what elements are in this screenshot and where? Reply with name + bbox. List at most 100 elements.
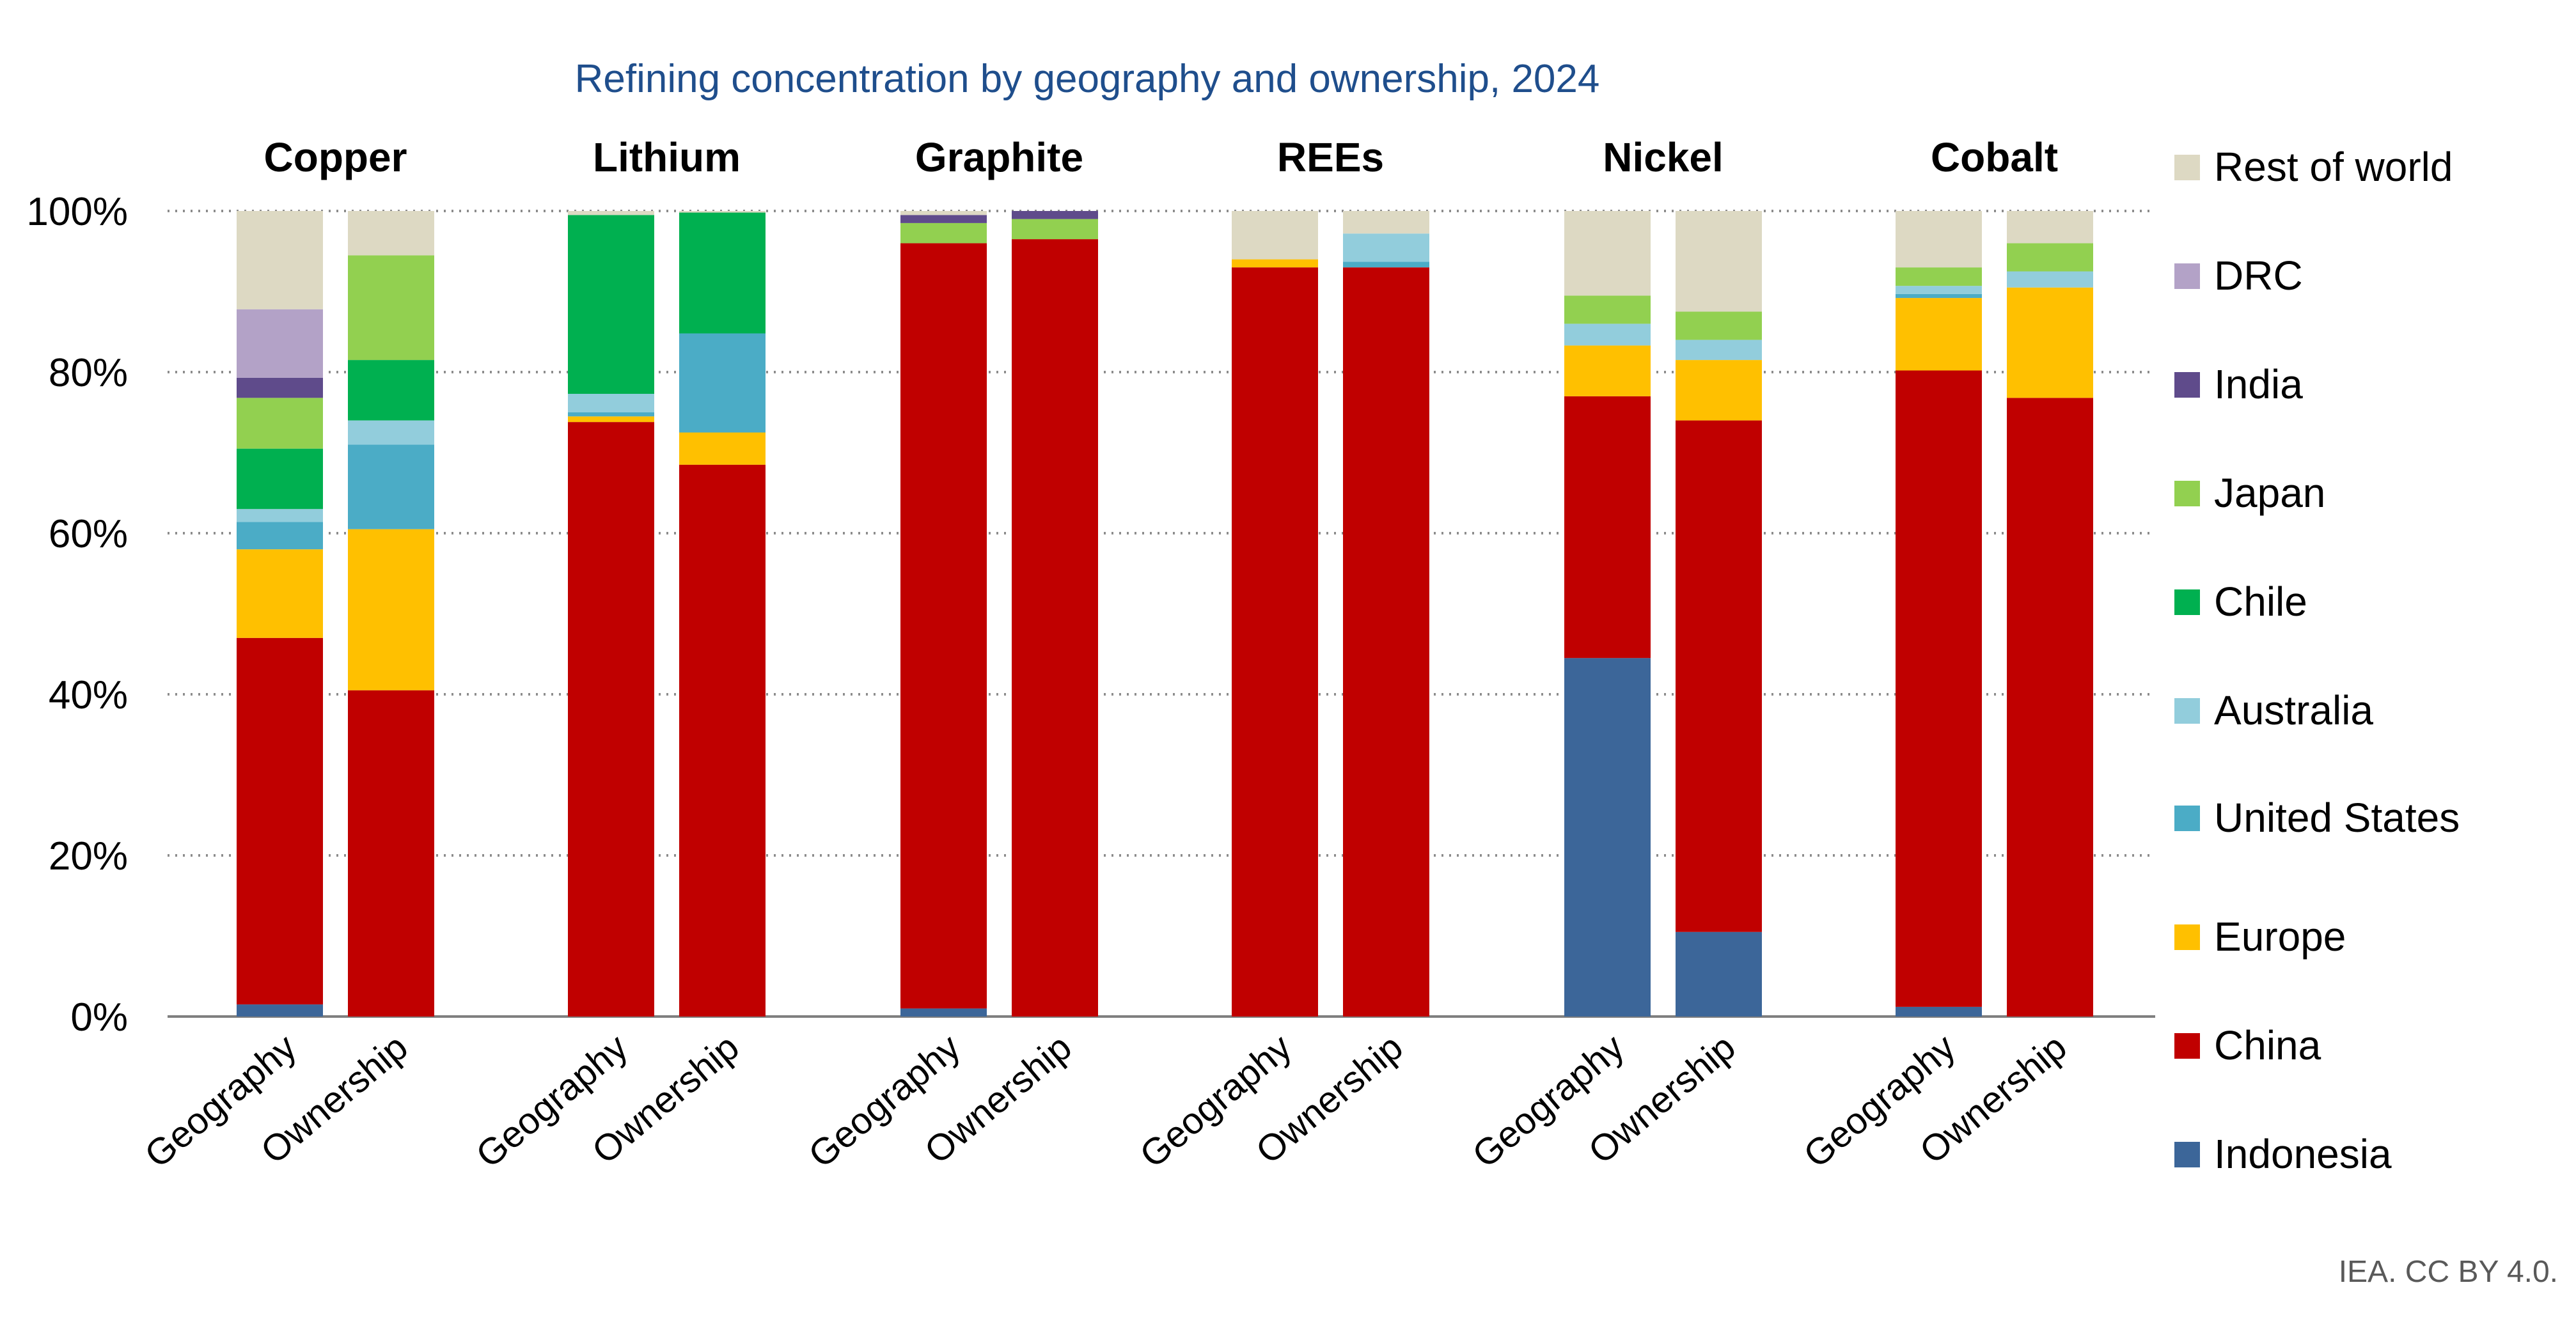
group-label: Copper [264, 134, 407, 180]
legend-label: Europe [2214, 914, 2346, 960]
bar-segment [348, 420, 434, 445]
bar-segment [1564, 396, 1651, 658]
bar-segment [1564, 295, 1651, 324]
bar-segment [348, 444, 434, 529]
bar-segment [1896, 1006, 1982, 1017]
bar-segment [1676, 931, 1762, 1017]
bar-segment [1012, 219, 1098, 240]
bar-segment [1232, 259, 1318, 268]
bar-segment [1676, 311, 1762, 340]
bar-segment [2007, 211, 2093, 244]
legend-label: Indonesia [2214, 1131, 2392, 1177]
bar-segment [237, 377, 323, 398]
bar-segment [679, 211, 766, 213]
bar-segment [1896, 286, 1982, 294]
legend-swatch [2174, 1142, 2200, 1167]
bar-segment [2007, 243, 2093, 272]
bar-segment [237, 1004, 323, 1017]
legend-label: China [2214, 1022, 2321, 1068]
y-tick-label: 40% [49, 673, 128, 717]
bar-segment [1343, 233, 1429, 262]
bar-segment [1232, 211, 1318, 260]
bar-segment [348, 529, 434, 690]
group-label: Graphite [915, 134, 1083, 180]
legend-label: India [2214, 361, 2303, 407]
bar-segment [900, 211, 987, 215]
bar-segment [1012, 239, 1098, 1017]
y-tick-label: 60% [49, 512, 128, 556]
bar-segment [1232, 267, 1318, 1017]
y-tick-label: 100% [26, 190, 128, 234]
legend-label: DRC [2214, 253, 2303, 299]
bar-segment [568, 215, 654, 394]
legend-label: Australia [2214, 687, 2373, 733]
bar-segment [679, 464, 766, 1017]
bar-segment [568, 416, 654, 423]
legend-swatch [2174, 372, 2200, 398]
bar-segment [900, 243, 987, 1009]
bar-segment [348, 211, 434, 256]
bar-segment [1676, 339, 1762, 361]
bar-segment [1896, 267, 1982, 286]
bar-segment [348, 255, 434, 361]
bar-segment [348, 690, 434, 1017]
stacked-bar-chart: 0%20%40%60%80%100%GeographyOwnershipCopp… [26, 134, 2155, 1176]
legend-label: Japan [2214, 470, 2326, 516]
legend-swatch [2174, 263, 2200, 289]
legend-swatch [2174, 589, 2200, 615]
bar-segment [679, 333, 766, 433]
bar-segment [237, 309, 323, 378]
bar-segment [900, 222, 987, 244]
bar-segment [679, 212, 766, 334]
legend-label: Chile [2214, 579, 2307, 625]
bar-segment [568, 211, 654, 215]
group-label: Lithium [593, 134, 741, 180]
legend-label: United States [2214, 795, 2460, 841]
bar-segment [1343, 267, 1429, 1017]
group-label: Cobalt [1931, 134, 2058, 180]
bar-segment [2007, 398, 2093, 1017]
y-tick-label: 20% [49, 834, 128, 878]
legend-swatch [2174, 481, 2200, 506]
bar-segment [568, 422, 654, 1017]
legend-label: Rest of world [2214, 144, 2453, 190]
legend: Rest of world DRC India Japan Chile Australia… [2174, 0, 2571, 1215]
bar-segment [1564, 211, 1651, 296]
legend-swatch [2174, 155, 2200, 180]
bar-segment [900, 215, 987, 223]
bar-segment [1012, 211, 1098, 219]
bar-segment [568, 412, 654, 417]
bar-segment [1676, 420, 1762, 932]
bar-segment [237, 522, 323, 550]
chart-title: Refining concentration by geography and … [574, 57, 1600, 101]
group-label: Nickel [1603, 134, 1724, 180]
bar-segment [237, 549, 323, 638]
bar-segment [237, 509, 323, 522]
bar-segment [2007, 271, 2093, 288]
legend-swatch [2174, 806, 2200, 831]
y-tick-label: 0% [70, 995, 128, 1040]
bar-segment [1564, 345, 1651, 396]
bar-segment [1896, 370, 1982, 1007]
bar-segment [900, 1008, 987, 1017]
bar-segment [1896, 211, 1982, 268]
y-tick-label: 80% [49, 351, 128, 395]
bar-segment [237, 398, 323, 449]
bar-segment [237, 637, 323, 1005]
source-credit: IEA. CC BY 4.0. [2338, 1255, 2558, 1289]
bar-segment [1343, 211, 1429, 234]
bar-segment [2007, 287, 2093, 398]
legend-swatch [2174, 924, 2200, 950]
bar-segment [1564, 323, 1651, 346]
bar-segment [1676, 360, 1762, 421]
bar-segment [679, 432, 766, 465]
group-label: REEs [1277, 134, 1384, 180]
bar-segment [1896, 298, 1982, 371]
bar-segment [568, 394, 654, 412]
legend-swatch [2174, 698, 2200, 724]
bar-segment [237, 448, 323, 510]
legend-swatch [2174, 1033, 2200, 1059]
bar-segment [1343, 261, 1429, 268]
bars [237, 211, 2093, 1017]
gridlines [168, 210, 2155, 1018]
